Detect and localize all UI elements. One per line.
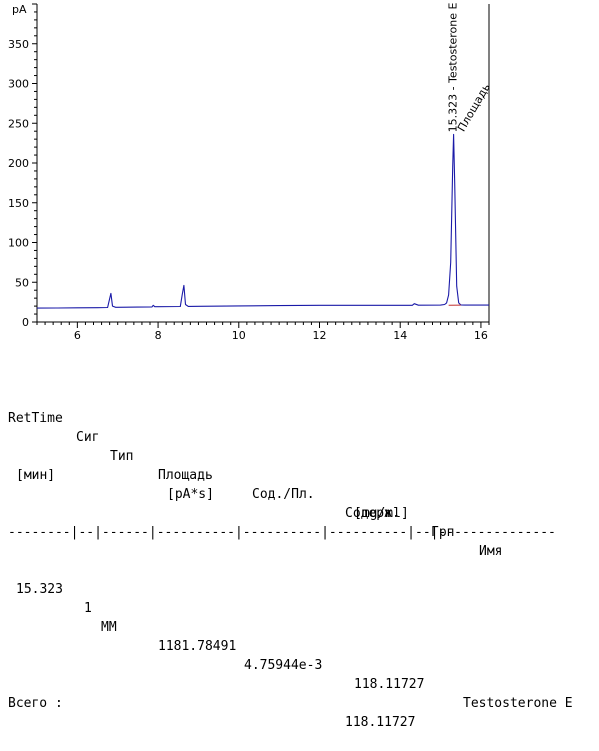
col-header-type: Тип [110,447,133,466]
y-tick-label: 200 [8,157,29,170]
cell-rettime: 15.323 [16,580,63,599]
peak-area-label: Площадь [455,81,493,134]
col-header-amt-area: Сод./Пл. [252,485,315,504]
cell-type: MM [101,618,117,637]
y-tick-label: 150 [8,197,29,210]
report-separator: --------|--|------|----------|----------… [8,523,556,542]
report-separator-row: --------|--|------|----------|----------… [8,504,39,523]
cell-amt-area: 4.75944e-3 [244,656,322,675]
cell-sig: 1 [84,599,92,618]
unit-area: [pA*s] [167,485,214,504]
y-tick-label: 0 [22,316,29,329]
cell-name: Testosterone E [463,694,573,713]
x-tick-label: 12 [313,329,327,342]
report-header-row-2: [мин] [pA*s] [mg/ml] [8,447,39,466]
total-label: Всего : [8,694,63,713]
x-tick-label: 8 [155,329,162,342]
report-blank-row [8,618,39,637]
cell-amount: 118.11727 [354,675,424,694]
x-tick-label: 6 [74,329,81,342]
col-header-sig: Сиг [76,428,99,447]
total-value: 118.11727 [345,713,415,732]
report-data-row: 15.323 1 MM 1181.78491 4.75944e-3 118.11… [8,561,39,580]
y-tick-label: 350 [8,38,29,51]
x-tick-label: 16 [474,329,488,342]
col-header-name: Имя [479,542,502,561]
y-tick-label: 50 [15,276,29,289]
results-report: RetTime Сиг Тип Площадь Сод./Пл. Содерж.… [8,352,39,713]
chromatogram-chart: 0 50 100 150 200 250 300 350 pA 6 8 10 12 14 16 15.32… [0,0,599,345]
report-header-row-1: RetTime Сиг Тип Площадь Сод./Пл. Содерж.… [8,390,39,409]
plot-frame [37,4,489,322]
y-axis: 0 50 100 150 200 250 300 350 pA [8,3,37,329]
col-header-rettime: RetTime [8,409,63,428]
chromatogram-trace [37,134,489,308]
y-tick-label: 250 [8,117,29,130]
peak-label: 15.323 - Testosterone E [447,2,460,132]
series-layer [37,134,489,308]
cell-area: 1181.78491 [158,637,236,656]
report-total-row: Всего : 118.11727 [8,675,39,694]
y-tick-label: 300 [8,78,29,91]
unit-amount: [mg/ml] [354,504,409,523]
y-axis-label: pA [12,3,27,16]
x-tick-label: 14 [393,329,407,342]
unit-rettime: [мин] [16,466,55,485]
x-tick-label: 10 [232,329,246,342]
col-header-area: Площадь [158,466,213,485]
y-tick-label: 100 [8,237,29,250]
x-axis: 6 8 10 12 14 16 [37,322,489,342]
